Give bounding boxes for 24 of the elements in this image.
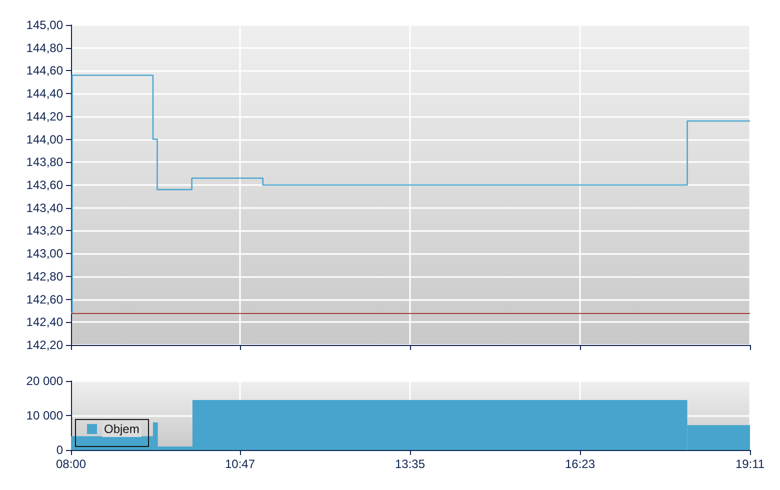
y-tick-label: 142,40 [26,315,64,330]
y-tick-label: 145,00 [26,18,64,32]
y-tick-label: 142,60 [26,292,64,306]
y-tick-label: 143,00 [26,246,64,261]
x-tick-label: 08:00 [56,457,86,471]
x-tick-label: 10:47 [224,457,256,471]
legend-label: Objem [104,422,140,436]
y-tick-label: 143,40 [26,200,64,215]
x-tick-label: 19:11 [735,457,765,471]
y-tick-label: 10 000 [26,408,64,422]
y-tick-label: 143,80 [26,155,64,170]
y-tick-label: 143,60 [26,178,64,192]
y-tick-label: 142,20 [26,338,64,352]
y-tick-label: 144,40 [26,86,64,101]
y-tick-label: 144,80 [26,40,64,55]
y-tick-label: 143,20 [26,224,64,238]
x-tick-label: 16:23 [564,457,596,471]
y-tick-label: 144,20 [26,109,64,124]
y-tick-label: 0 [56,443,64,457]
y-tick-label: 144,60 [26,64,64,78]
y-tick-label: 142,80 [26,269,64,284]
y-tick-label: 20 000 [26,374,64,388]
x-tick-label: 13:35 [394,457,426,471]
y-tick-label: 144,00 [26,132,64,146]
